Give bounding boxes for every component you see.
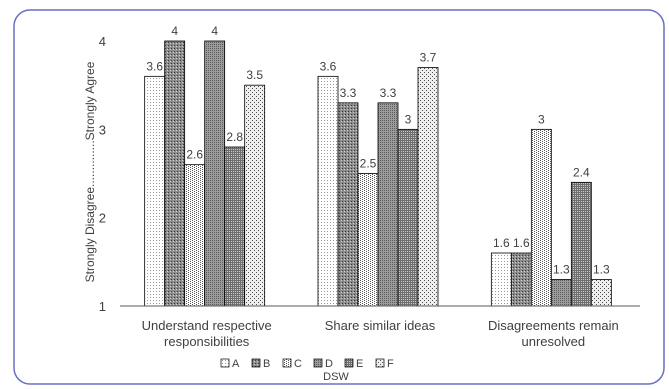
bar-d-3: [550, 279, 572, 307]
y-tick-label: 1: [99, 299, 106, 314]
legend-label: F: [387, 358, 394, 370]
data-label: 3.5: [246, 68, 263, 82]
legend-label: D: [325, 358, 333, 370]
data-label: 2.4: [573, 165, 590, 179]
data-label: 2.8: [226, 130, 243, 144]
data-label: 2.6: [186, 148, 203, 162]
bars: [144, 40, 612, 307]
bar-f-1: [244, 84, 266, 307]
bar-c-2: [357, 173, 379, 307]
legend-swatch-d: [313, 358, 323, 368]
legend-label: C: [294, 358, 302, 370]
bar-a-2: [317, 75, 339, 307]
data-label: 1.3: [553, 263, 570, 277]
bar-b-2: [337, 102, 359, 307]
x-tick-label: unresolved: [522, 334, 586, 349]
data-labels: 3.642.642.83.53.63.32.53.333.71.6 1.631.3…: [146, 24, 610, 277]
data-label: 4: [171, 24, 178, 38]
bar-e-2: [397, 128, 419, 307]
legend-label: B: [263, 358, 270, 370]
bar-b-1: [164, 40, 186, 307]
data-label: 3: [538, 112, 545, 126]
legend-swatch-c: [282, 358, 292, 368]
x-tick-label: Disagreements remain: [488, 318, 619, 333]
bar-d-1: [204, 40, 226, 307]
x-tick-label: Share similar ideas: [325, 318, 436, 333]
data-label: 3: [405, 112, 412, 126]
data-label: 2.5: [360, 157, 377, 171]
bar-c-1: [184, 164, 206, 307]
data-label: 3.6: [146, 59, 163, 73]
bar-e-1: [224, 146, 246, 307]
y-axis-label: Strongly Disagree..............Strongly …: [83, 61, 97, 282]
bar-c-3: [530, 128, 552, 307]
legend-label: E: [356, 358, 363, 370]
legend-swatch-a: [220, 358, 230, 368]
x-tick-label: responsibilities: [164, 334, 250, 349]
bar-f-2: [417, 67, 439, 307]
data-label: 3.7: [420, 51, 437, 65]
legend-swatch-f: [375, 358, 385, 368]
legend: A B C D E F: [220, 358, 394, 370]
bar-a-1: [144, 75, 166, 307]
y-tick-label: 3: [99, 122, 106, 137]
legend-swatch-e: [344, 358, 354, 368]
data-label: 3.3: [340, 86, 357, 100]
data-label: 1.6: [493, 236, 510, 250]
data-label: 4: [211, 24, 218, 38]
bar-b-3: [510, 252, 532, 307]
bar-f-3: [590, 279, 612, 307]
y-axis: 1 2 3 4: [99, 34, 106, 314]
bar-a-3: [490, 252, 512, 307]
data-label: 3.6: [320, 59, 337, 73]
y-tick-label: 2: [99, 211, 106, 226]
legend-swatch-b: [251, 358, 261, 368]
x-tick-label: Understand respective: [142, 318, 272, 333]
bar-d-2: [377, 102, 399, 307]
legend-label: A: [232, 358, 240, 370]
legend-title: DSW: [323, 371, 349, 383]
y-tick-label: 4: [99, 34, 106, 49]
data-label: 1.3: [593, 263, 610, 277]
bar-e-3: [570, 181, 592, 307]
data-label: 1.6: [513, 236, 530, 250]
data-label: 3.3: [380, 86, 397, 100]
